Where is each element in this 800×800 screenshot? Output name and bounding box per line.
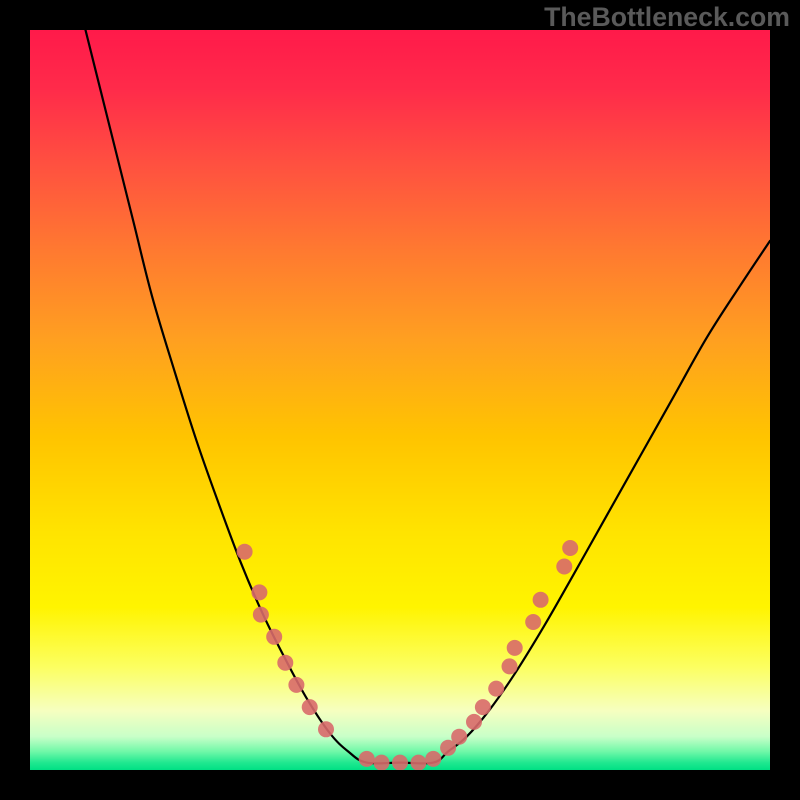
scatter-point <box>556 559 572 575</box>
watermark-text: TheBottleneck.com <box>544 2 790 33</box>
scatter-point <box>475 699 491 715</box>
scatter-point <box>451 729 467 745</box>
scatter-point <box>237 544 253 560</box>
scatter-point <box>533 592 549 608</box>
scatter-point <box>266 629 282 645</box>
scatter-point <box>374 755 390 771</box>
scatter-point <box>277 655 293 671</box>
plot-background <box>30 30 770 770</box>
chart-svg <box>0 0 800 800</box>
scatter-point <box>288 677 304 693</box>
scatter-point <box>502 658 518 674</box>
scatter-point <box>251 584 267 600</box>
scatter-point <box>302 699 318 715</box>
scatter-point <box>562 540 578 556</box>
scatter-point <box>488 681 504 697</box>
scatter-point <box>318 721 334 737</box>
outer-frame: { "canvas": { "width": 800, "height": 80… <box>0 0 800 800</box>
scatter-point <box>411 755 427 771</box>
scatter-point <box>525 614 541 630</box>
scatter-point <box>466 714 482 730</box>
scatter-point <box>253 607 269 623</box>
scatter-point <box>425 751 441 767</box>
scatter-point <box>359 751 375 767</box>
scatter-point <box>392 755 408 771</box>
scatter-point <box>507 640 523 656</box>
